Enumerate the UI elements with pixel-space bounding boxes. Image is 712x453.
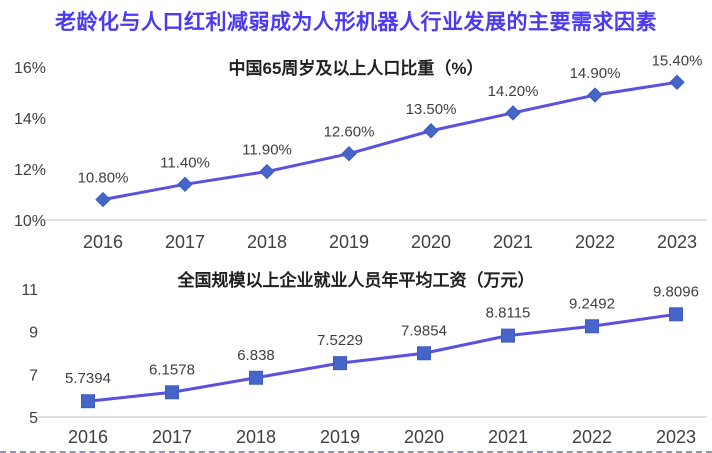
x-axis-tick-label: 2019 <box>329 232 369 252</box>
x-axis-tick-label: 2017 <box>165 232 205 252</box>
data-point-marker <box>669 307 683 322</box>
data-point-marker <box>505 105 521 121</box>
data-point-label: 12.60% <box>324 124 375 141</box>
x-axis-tick-label: 2019 <box>320 427 360 447</box>
x-axis-tick-label: 2020 <box>404 427 444 447</box>
x-axis-tick-label: 2023 <box>657 232 697 252</box>
y-axis-tick-label: 10% <box>14 213 46 230</box>
x-axis-tick-label: 2021 <box>488 427 528 447</box>
data-point-label: 13.50% <box>406 101 457 118</box>
y-axis-tick-label: 12% <box>14 162 46 179</box>
chart1-title: 中国65周岁及以上人口比重（%） <box>228 59 484 78</box>
data-point-marker <box>587 87 603 103</box>
x-axis-tick-label: 2016 <box>68 427 108 447</box>
data-point-label: 9.2492 <box>569 295 615 312</box>
x-axis-tick-label: 2022 <box>572 427 612 447</box>
data-point-marker <box>177 176 193 193</box>
data-point-marker <box>249 370 263 385</box>
data-point-label: 14.20% <box>488 83 539 100</box>
population-ratio-line-chart: 10% 12% 14% 16% 10.80% 2016 11.40% 2017 11.90% 20… <box>14 52 707 252</box>
x-axis-tick-label: 2018 <box>236 427 276 447</box>
data-point-label: 11.90% <box>242 142 292 159</box>
x-axis-tick-label: 2020 <box>411 232 451 252</box>
data-point-label: 11.40% <box>160 154 210 171</box>
series-line <box>101 80 679 202</box>
data-point-label: 10.80% <box>78 170 129 187</box>
data-point-label: 7.9854 <box>401 322 447 339</box>
x-axis-tick-label: 2023 <box>656 427 696 447</box>
data-point-marker <box>333 356 347 371</box>
data-point-label: 15.40% <box>652 52 703 69</box>
page-title: 老龄化与人口红利减弱成为人形机器人行业发展的主要需求因素 <box>55 11 657 34</box>
data-point-marker <box>95 191 111 208</box>
y-axis-tick-label: 14% <box>14 111 46 128</box>
data-point-marker <box>585 319 599 334</box>
y-axis-tick-label: 9 <box>29 325 38 342</box>
average-wage-line-chart: 5 7 9 11 5.7394 2016 6.1578 2017 6.838 2018 7.5229… <box>21 282 707 447</box>
data-point-marker <box>417 346 431 361</box>
data-point-marker <box>341 145 357 162</box>
x-axis-tick-label: 2017 <box>152 427 192 447</box>
y-axis-tick-label: 7 <box>29 367 38 384</box>
data-point-label: 8.8115 <box>486 305 531 322</box>
x-axis-tick-label: 2016 <box>83 232 123 252</box>
chart2-title: 全国规模以上企业就业人员年平均工资（万元） <box>177 271 535 290</box>
data-point-label: 5.7394 <box>65 370 111 387</box>
data-point-label: 14.90% <box>570 65 621 82</box>
data-point-label: 6.1578 <box>149 361 195 378</box>
x-axis-tick-label: 2022 <box>575 232 615 252</box>
y-axis-tick-label: 11 <box>21 282 38 299</box>
x-axis-tick-label: 2018 <box>247 232 287 252</box>
data-point-label: 9.8096 <box>653 283 699 300</box>
data-point-label: 7.5229 <box>317 332 363 349</box>
x-axis-tick-label: 2021 <box>493 232 533 252</box>
series-line <box>86 312 678 403</box>
data-point-marker <box>165 385 179 400</box>
data-point-label: 6.838 <box>237 347 275 364</box>
y-axis-tick-label: 16% <box>14 60 46 77</box>
data-point-marker <box>669 74 685 91</box>
data-point-marker <box>501 328 515 343</box>
data-point-marker <box>81 394 95 409</box>
y-axis-tick-label: 5 <box>29 410 38 427</box>
data-point-marker <box>259 163 275 180</box>
data-point-marker <box>423 123 439 139</box>
